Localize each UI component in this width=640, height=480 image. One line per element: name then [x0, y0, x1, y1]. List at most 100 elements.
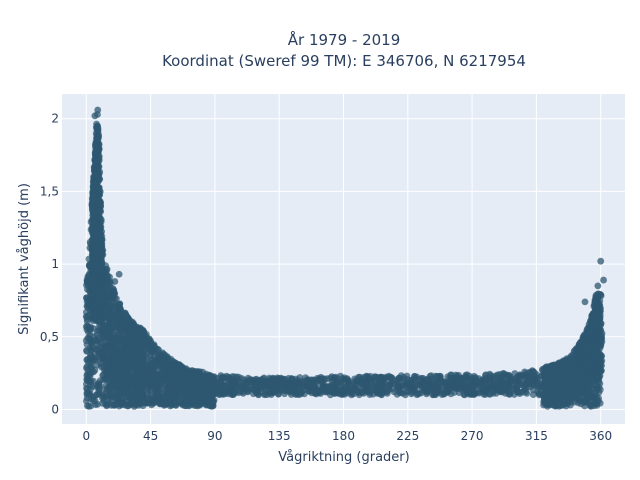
data-point — [90, 248, 98, 256]
data-point — [151, 371, 159, 379]
data-point — [93, 171, 101, 179]
data-point — [173, 367, 181, 375]
data-point — [490, 380, 497, 388]
data-point — [285, 387, 293, 395]
data-point — [98, 235, 105, 243]
data-point — [519, 388, 526, 396]
data-point — [578, 367, 586, 374]
data-point — [593, 293, 601, 301]
data-point — [354, 388, 362, 396]
data-point — [347, 388, 355, 396]
data-point — [378, 381, 386, 388]
data-point — [371, 385, 379, 392]
data-point — [94, 149, 102, 156]
data-point — [122, 328, 130, 335]
data-point — [93, 361, 101, 369]
data-point — [122, 316, 130, 323]
data-point — [173, 361, 181, 368]
data-point — [252, 389, 260, 396]
data-point — [598, 335, 605, 343]
data-point — [95, 380, 102, 388]
data-point — [420, 378, 427, 386]
data-point — [139, 346, 147, 354]
data-point — [349, 382, 356, 390]
data-point — [208, 401, 216, 409]
data-point — [92, 158, 100, 166]
data-point — [317, 378, 325, 386]
data-point — [91, 312, 98, 320]
data-point — [192, 374, 200, 382]
data-point — [220, 387, 228, 395]
data-point — [481, 377, 488, 385]
data-point — [198, 399, 206, 407]
data-point — [372, 373, 380, 381]
data-point — [149, 383, 157, 391]
data-point — [553, 361, 561, 369]
data-point — [403, 382, 410, 389]
data-point — [94, 282, 102, 290]
data-point — [114, 313, 121, 321]
data-point — [596, 354, 604, 362]
data-point — [198, 372, 206, 380]
data-point — [172, 402, 180, 409]
data-point — [95, 390, 103, 398]
data-point — [324, 384, 331, 391]
data-point — [302, 374, 309, 381]
data-point — [89, 219, 97, 227]
data-point — [450, 382, 457, 389]
data-point — [168, 366, 176, 374]
data-point — [534, 377, 542, 385]
data-point — [86, 354, 94, 362]
data-point — [476, 388, 484, 396]
chart-title: År 1979 - 2019 — [288, 30, 401, 49]
data-point — [113, 355, 121, 363]
data-point — [138, 390, 146, 398]
data-point — [154, 395, 161, 403]
data-point — [106, 314, 114, 322]
data-point — [119, 382, 126, 389]
data-point — [96, 207, 104, 214]
data-point — [101, 346, 109, 353]
data-point — [141, 370, 149, 377]
data-point — [381, 375, 389, 382]
data-point — [332, 385, 340, 392]
data-point — [549, 376, 556, 383]
data-point — [596, 313, 604, 321]
data-point — [332, 375, 340, 383]
data-point — [285, 374, 293, 382]
data-point — [575, 388, 582, 395]
data-point — [104, 367, 112, 374]
data-point — [92, 261, 100, 269]
data-point — [267, 391, 275, 398]
data-point — [161, 366, 169, 373]
data-point — [104, 354, 111, 362]
data-point — [513, 388, 521, 396]
data-point — [145, 394, 153, 402]
data-point — [91, 236, 99, 244]
data-point — [86, 391, 94, 399]
data-point — [559, 380, 567, 388]
data-point — [563, 355, 571, 363]
data-point — [93, 135, 101, 143]
data-point — [107, 401, 115, 409]
data-points — [82, 106, 607, 410]
data-point — [423, 388, 431, 396]
data-point — [359, 385, 367, 392]
data-point — [167, 386, 175, 393]
data-point — [449, 375, 457, 382]
data-point — [205, 389, 212, 397]
data-point — [115, 324, 122, 331]
data-point — [90, 377, 97, 385]
data-point — [129, 323, 137, 331]
data-point — [541, 377, 549, 385]
data-point — [574, 380, 582, 387]
data-point — [131, 398, 139, 405]
data-point — [108, 348, 115, 356]
data-point — [297, 389, 305, 397]
data-point — [165, 399, 173, 407]
data-point — [144, 384, 152, 391]
data-point — [99, 372, 107, 379]
data-point — [363, 373, 371, 381]
data-point — [566, 360, 574, 367]
data-point — [85, 402, 93, 410]
